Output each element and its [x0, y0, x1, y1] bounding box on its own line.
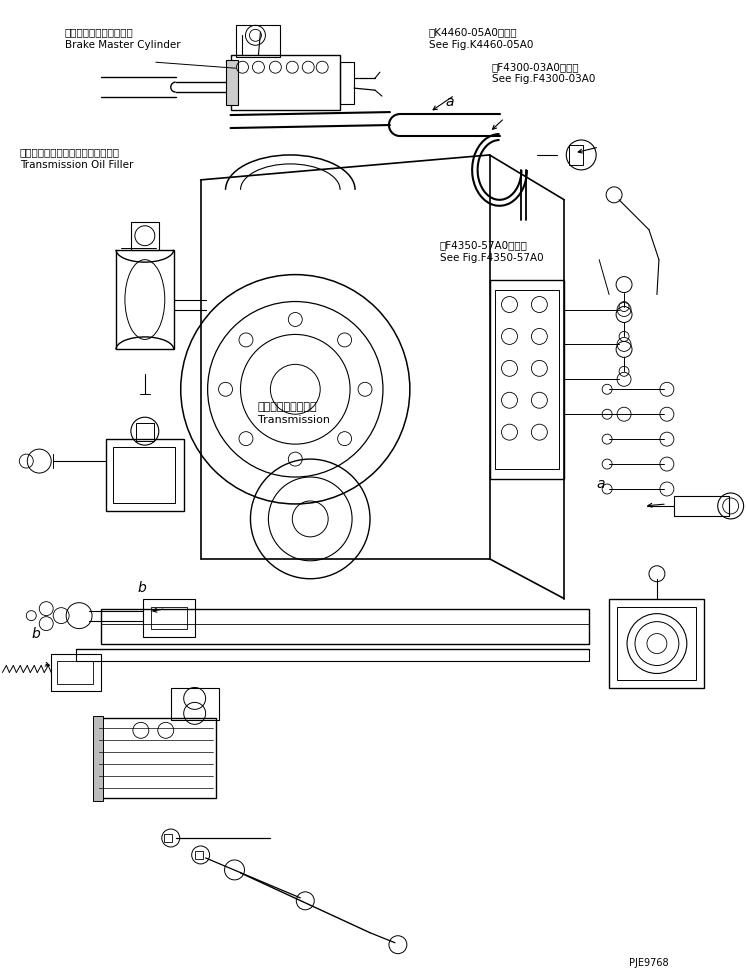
Text: 第F4300-03A0図参照: 第F4300-03A0図参照: [492, 62, 580, 71]
Bar: [495, 290, 560, 469]
Text: トランスミッションオイルフィルタ: トランスミッションオイルフィルタ: [20, 148, 120, 157]
Bar: [569, 146, 583, 165]
Text: 第K4460-05A0図参照: 第K4460-05A0図参照: [429, 27, 518, 37]
Bar: [225, 62, 237, 106]
Bar: [340, 64, 354, 105]
Bar: [489, 281, 564, 479]
Bar: [93, 717, 103, 801]
Text: b: b: [137, 581, 146, 595]
Bar: [51, 654, 101, 691]
Bar: [113, 448, 175, 504]
Text: a: a: [596, 476, 604, 490]
Text: 第F4350-57A0図参照: 第F4350-57A0図参照: [440, 240, 527, 250]
Text: See Fig.F4350-57A0: See Fig.F4350-57A0: [440, 252, 544, 263]
Text: See Fig.F4300-03A0: See Fig.F4300-03A0: [492, 74, 595, 84]
Bar: [96, 719, 216, 798]
Bar: [674, 497, 729, 516]
Bar: [195, 851, 203, 859]
Bar: [143, 600, 195, 637]
Bar: [136, 423, 154, 442]
Text: Brake Master Cylinder: Brake Master Cylinder: [65, 40, 181, 50]
Bar: [171, 689, 219, 721]
Text: See Fig.K4460-05A0: See Fig.K4460-05A0: [429, 40, 533, 50]
Text: トランスミッション: トランスミッション: [258, 402, 318, 412]
Text: PJE9768: PJE9768: [630, 956, 669, 967]
Text: b: b: [31, 626, 40, 641]
Text: Transmission Oil Filler: Transmission Oil Filler: [20, 160, 134, 170]
Bar: [609, 600, 703, 689]
Bar: [151, 607, 186, 629]
Bar: [236, 26, 280, 58]
Bar: [131, 223, 159, 250]
Text: Transmission: Transmission: [258, 415, 330, 424]
Bar: [101, 609, 589, 644]
Bar: [116, 250, 174, 350]
Text: a: a: [446, 95, 454, 109]
Bar: [164, 834, 172, 842]
Bar: [57, 661, 93, 685]
Text: ブレーキマスタシリンダ: ブレーキマスタシリンダ: [65, 27, 134, 37]
Bar: [231, 56, 340, 111]
Bar: [617, 607, 696, 681]
Bar: [106, 440, 184, 511]
